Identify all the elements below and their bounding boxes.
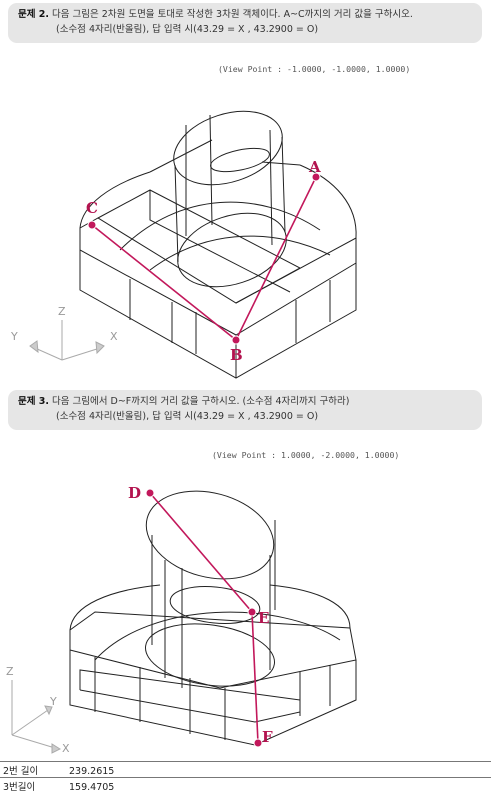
ucs-y-arrow-1 <box>29 340 39 354</box>
arc-right <box>299 164 357 239</box>
point-e-marker <box>247 607 257 617</box>
arc3-inner <box>94 611 341 661</box>
point-f-label: F <box>262 728 273 746</box>
ucs-z-label-2: Z <box>6 665 14 678</box>
answer-2-label: 2번 길이 <box>3 766 39 777</box>
problem-3-label: 문제 3. <box>18 396 50 407</box>
point-a-marker <box>311 172 321 182</box>
ucs-y-axis-2 <box>11 709 49 736</box>
point-d-label: D <box>128 484 141 502</box>
line-d-e <box>149 492 253 613</box>
line-c-b <box>91 224 237 341</box>
cylinder-bottom <box>177 212 287 288</box>
answer-row-3: 3번길이 159.4705 <box>0 779 491 793</box>
arc-left <box>79 171 151 229</box>
problem-3-box: 문제 3. 다음 그림에서 D~F까지의 거리 값을 구하시오. (소수점 4자… <box>8 390 482 430</box>
ucs-x-label-1: X <box>110 330 118 343</box>
cylinder-top <box>173 110 283 186</box>
answer-divider-top <box>0 761 491 762</box>
figure-3-drawing: D E F Z Y X <box>6 484 357 755</box>
answer-row-2: 2번 길이 239.2615 <box>0 763 491 777</box>
point-d-marker <box>145 488 155 498</box>
cyl-edge-1 <box>174 164 179 263</box>
problem-2-viewpoint: (View Point : -1.0000, -1.0000, 1.0000) <box>218 64 411 74</box>
point-f-marker <box>253 738 263 748</box>
ucs-x-arrow-1 <box>95 341 105 355</box>
problem-3-note: (소수점 4자리(반올림), 답 입력 시(43.29 = X , 43.290… <box>56 411 319 422</box>
point-e-label: E <box>258 609 269 627</box>
ucs-y-label-1: Y <box>10 330 18 343</box>
ucs-y-label-2: Y <box>49 695 57 708</box>
cylinder3-bottom <box>144 623 276 687</box>
point-b-label: B <box>230 346 243 364</box>
answer-3-label: 3번길이 <box>3 782 36 793</box>
base3-top <box>69 611 357 689</box>
base-top-edge <box>79 217 357 336</box>
ucs-x-arrow-2 <box>51 743 62 754</box>
arc-inner-2 <box>149 235 331 271</box>
wall-top <box>149 139 213 173</box>
ucs-x-axis-2 <box>11 734 56 749</box>
point-b-marker <box>231 335 241 345</box>
arc3-right <box>269 584 351 629</box>
answer-divider-mid <box>0 777 491 778</box>
ucs-x-axis-1 <box>61 347 101 361</box>
problem-2-text: 다음 그림은 2차원 도면을 토대로 작성한 3차원 객체이다. A~C까지의 … <box>52 9 413 20</box>
point-c-marker <box>87 220 97 230</box>
ucs-y-arrow-2 <box>44 705 53 716</box>
cylinder3-top <box>145 490 275 580</box>
problem-3-viewpoint: (View Point : 1.0000, -2.0000, 1.0000) <box>212 450 400 460</box>
slot3-edge <box>79 669 301 701</box>
answer-2-value: 239.2615 <box>69 766 115 777</box>
ring-top <box>210 147 270 173</box>
slot3-edge-2 <box>79 689 301 723</box>
ucs-x-label-2: X <box>62 742 70 755</box>
ucs-z-label-1: Z <box>58 305 66 318</box>
cylinder3-mid <box>169 585 261 625</box>
base3-front <box>69 650 357 746</box>
line-b-a <box>235 176 317 341</box>
answer-3-value: 159.4705 <box>69 782 115 793</box>
figure-2-drawing: A B C Z Y X <box>10 110 357 379</box>
point-a-label: A <box>308 158 321 176</box>
slot-edge <box>97 189 302 304</box>
base-front-face <box>79 250 357 379</box>
point-c-label: C <box>86 199 98 217</box>
problem-3-text: 다음 그림에서 D~F까지의 거리 값을 구하시오. (소수점 4자리까지 구하… <box>52 396 350 407</box>
problem-2-note: (소수점 4자리(반올림), 답 입력 시(43.29 = X , 43.290… <box>56 24 319 35</box>
wall-top-r <box>261 161 301 166</box>
cyl-edge-4 <box>269 129 273 246</box>
problem-2-box: 문제 2. 다음 그림은 2차원 도면을 토대로 작성한 3차원 객체이다. A… <box>8 3 482 43</box>
slot-inner <box>149 190 291 293</box>
cyl-edge-5 <box>281 136 286 233</box>
cyl-edge-3 <box>209 114 213 226</box>
problem-2-label: 문제 2. <box>18 9 50 20</box>
ucs-y-axis-1 <box>34 347 63 361</box>
arc3-left <box>69 584 161 631</box>
line-e-f <box>251 611 259 744</box>
